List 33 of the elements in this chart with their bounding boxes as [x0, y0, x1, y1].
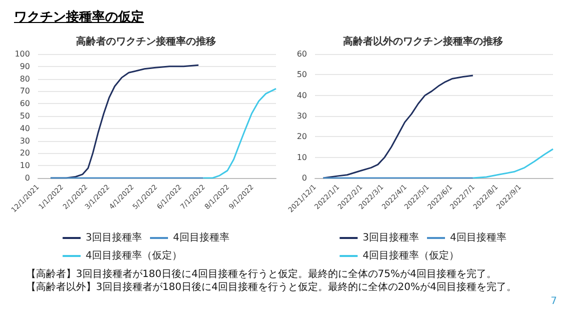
- line-series: [202, 88, 277, 179]
- y-tick-label: 80: [20, 74, 30, 84]
- y-tick-label: 20: [20, 148, 30, 158]
- text: ワクチン接種率の仮定: [14, 8, 145, 26]
- y-tick-label: 30: [296, 112, 307, 120]
- y-tick-label: 0: [302, 174, 307, 182]
- legend-label: 3回目接種率: [86, 232, 142, 244]
- y-tick-label: 10: [20, 161, 30, 170]
- legend-label: 4回目接種率: [450, 232, 506, 244]
- text: 【高齢者】3回目接種者が180日後に4回目接種を行うと仮定。最終的に全体の75%が4回目接種を完了。: [26, 268, 498, 281]
- y-tick-label: 70: [20, 86, 30, 96]
- y-tick-label: 10: [296, 152, 307, 162]
- y-tick-label: 50: [20, 112, 30, 120]
- chart-title: 高齢者以外のワクチン接種率の推移: [343, 36, 503, 48]
- y-tick-label: 40: [296, 90, 307, 100]
- y-tick-label: 90: [20, 62, 30, 71]
- text: 7: [550, 295, 557, 308]
- y-tick-label: 20: [296, 132, 307, 142]
- legend-label: 4回目接種率（仮定）: [86, 250, 182, 262]
- y-tick-label: 60: [296, 50, 307, 58]
- legend-label: 3回目接種率: [362, 232, 420, 244]
- y-tick-label: 0: [24, 174, 30, 182]
- legend-label: 4回目接種率（仮定）: [362, 250, 460, 262]
- chart-title: 高齢者のワクチン接種率の推移: [76, 36, 216, 48]
- text: 【高齢者以外】3回目接種者が180日後に4回目接種を行うと仮定。最終的に全体の20%が4回目接種を完了。: [26, 281, 518, 294]
- legend-label: 4回目接種率: [173, 232, 230, 244]
- y-tick-label: 30: [20, 136, 30, 146]
- y-tick-label: 100: [14, 50, 30, 58]
- y-tick-label: 40: [20, 124, 30, 133]
- line-series: [322, 74, 474, 179]
- y-tick-label: 50: [296, 70, 307, 80]
- y-tick-label: 60: [20, 99, 30, 108]
- line-series: [472, 148, 554, 179]
